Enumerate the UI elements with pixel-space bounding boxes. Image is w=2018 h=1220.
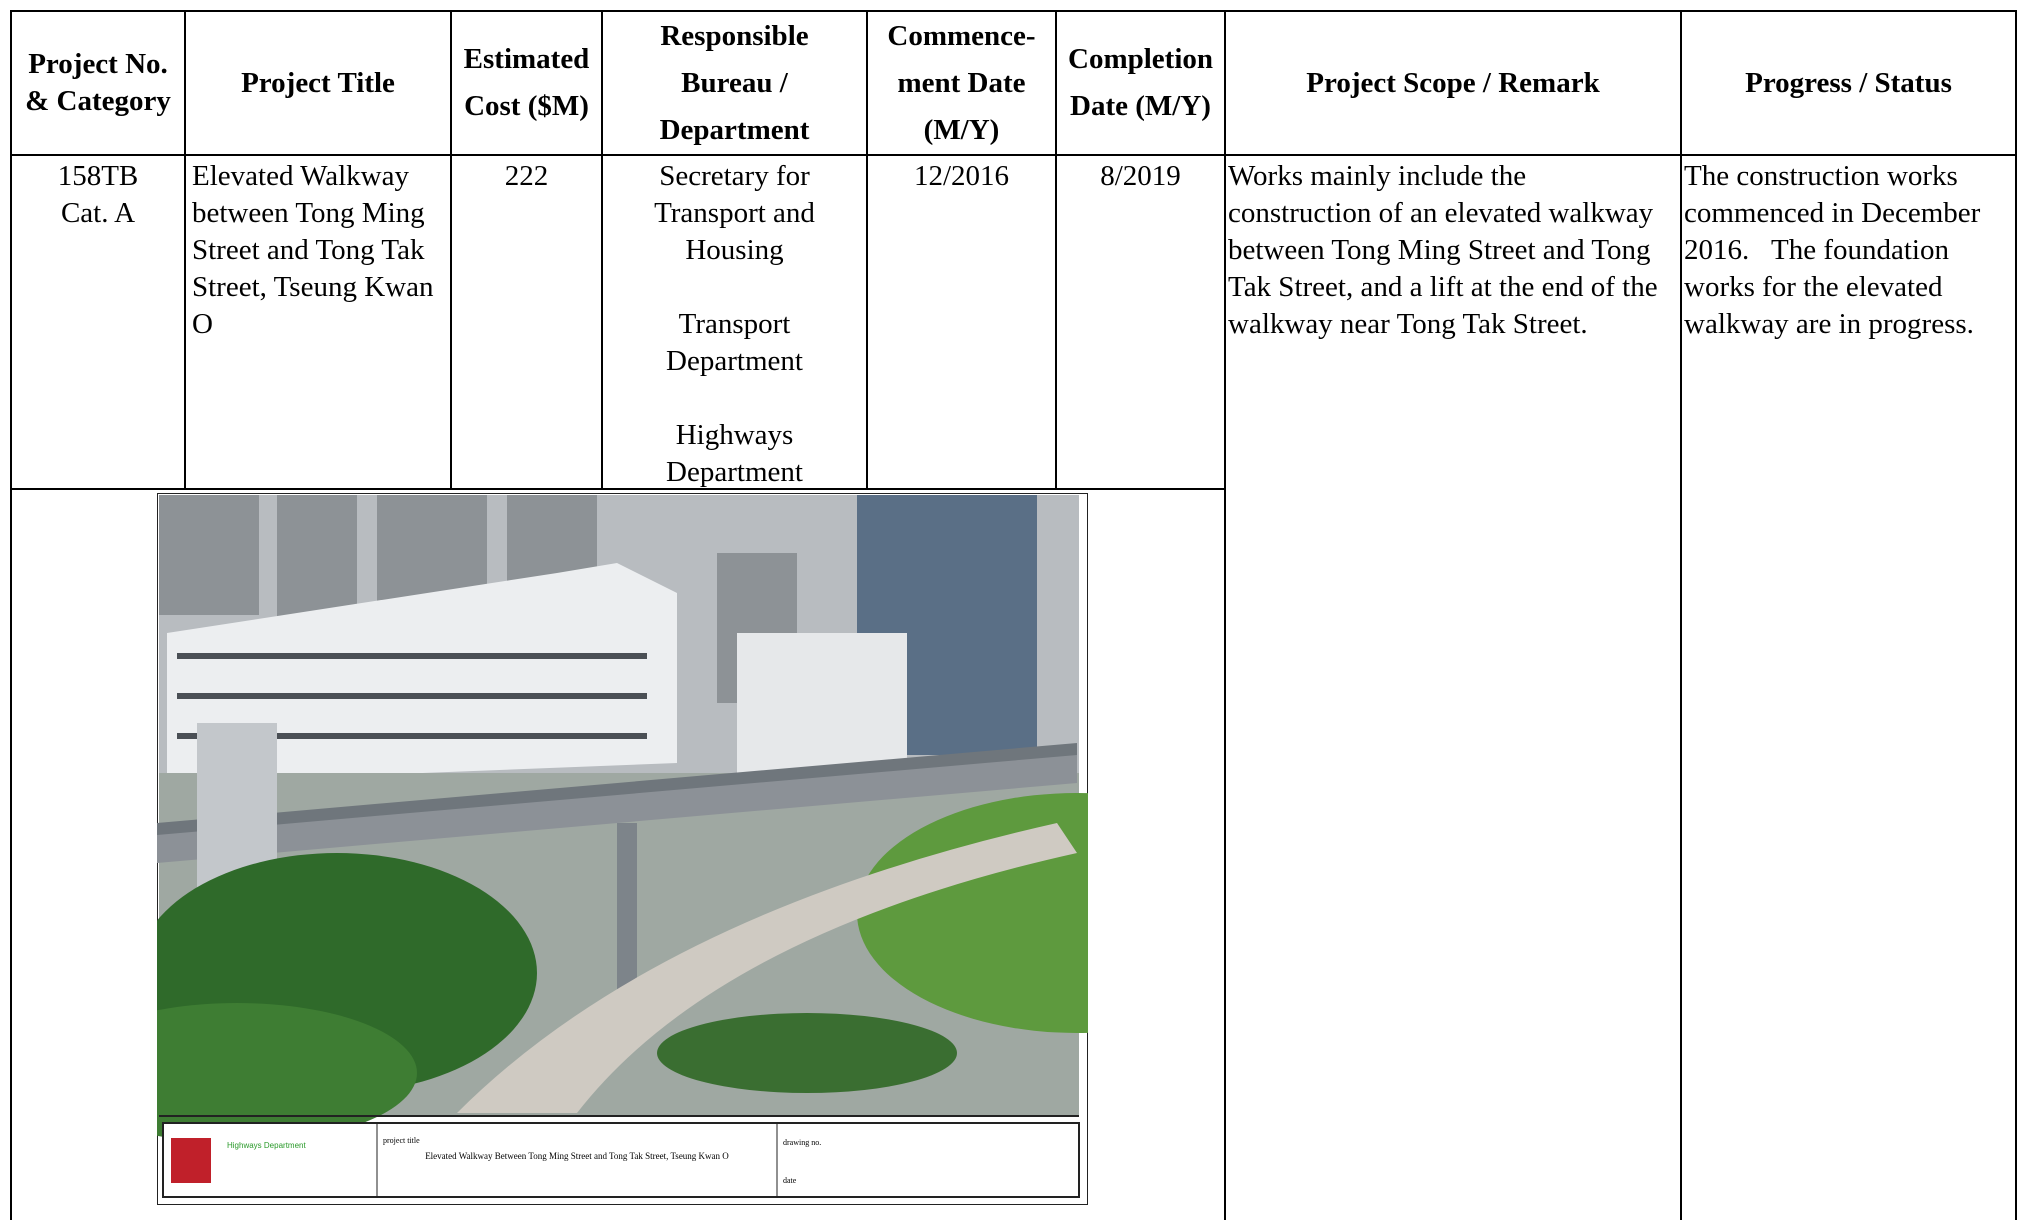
- border: [866, 10, 868, 490]
- border: [450, 10, 452, 490]
- shrubs: [157, 1003, 417, 1143]
- walkway-deck: [157, 753, 1077, 863]
- cell: The construction works commenced in Dece…: [1684, 160, 1981, 340]
- walkway-roof: [157, 743, 1077, 835]
- border: [10, 10, 2016, 12]
- cell-text: Secretary for Transport and Housing: [654, 160, 815, 266]
- cell: 222: [504, 160, 549, 192]
- border: [2015, 10, 2017, 1220]
- label: date: [783, 1176, 797, 1185]
- border: [1680, 10, 1682, 1220]
- windows: [177, 653, 647, 739]
- department: Highways Department: [227, 1141, 306, 1150]
- cell-text: Highways Department: [666, 419, 803, 488]
- title-block: [162, 1122, 1080, 1198]
- cell: 158TB Cat. A: [12, 158, 184, 232]
- cell: 8/2019: [1100, 160, 1181, 192]
- header-cell: Progress / Status: [1745, 66, 1952, 99]
- header-cell: Project Scope / Remark: [1306, 66, 1600, 99]
- header-cell: Commence-ment Date (M/Y): [887, 19, 1036, 146]
- cell: Works mainly include the construction of…: [1228, 160, 1658, 340]
- cell-text: 158TB: [57, 160, 139, 192]
- label: project title: [383, 1136, 420, 1145]
- pier: [617, 823, 637, 1013]
- border: [10, 10, 12, 1220]
- title-block-border: [159, 1115, 1079, 1117]
- header-cell: Completion Date (M/Y): [1068, 43, 1213, 122]
- label: drawing no.: [783, 1138, 821, 1147]
- cell-text: Transport Department: [666, 308, 803, 377]
- hedge: [657, 1013, 957, 1093]
- logo: [171, 1138, 211, 1183]
- cell-text: Cat. A: [60, 197, 136, 229]
- border: [1224, 10, 1226, 1220]
- border: [10, 154, 2016, 156]
- border: [601, 10, 603, 490]
- border: [184, 10, 186, 490]
- school-wing: [737, 633, 907, 773]
- border: [1055, 10, 1057, 490]
- walkway-illustration: Highways Department project title Elevat…: [157, 493, 1088, 1205]
- header-cell: Estimated Cost ($M): [463, 43, 590, 122]
- cell: 12/2016: [913, 160, 1010, 192]
- drawing-title: Elevated Walkway Between Tong Ming Stree…: [425, 1151, 729, 1161]
- school: [167, 563, 677, 783]
- header-cell: Project No. & Category: [25, 48, 171, 117]
- header-cell: Responsible Bureau / Department: [659, 19, 810, 146]
- cell: Elevated Walkway between Tong Ming Stree…: [192, 160, 434, 340]
- cell: Secretary for Transport and Housing Tran…: [603, 158, 866, 491]
- border: [10, 488, 1225, 490]
- header-cell: Project Title: [241, 66, 395, 99]
- path: [457, 823, 1077, 1113]
